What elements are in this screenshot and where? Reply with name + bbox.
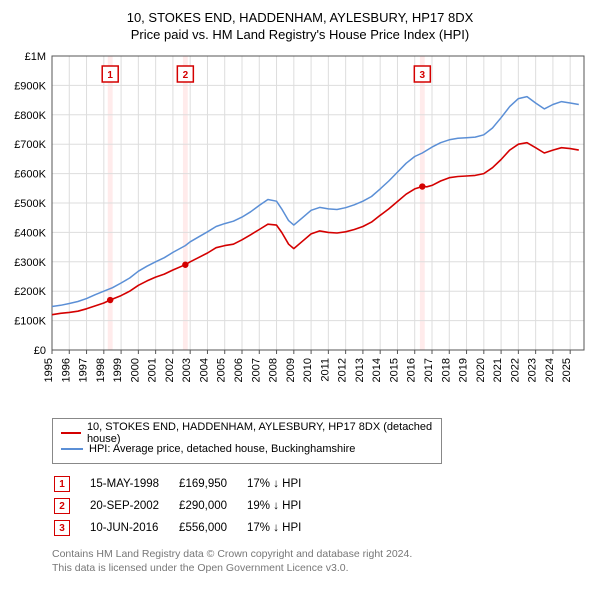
svg-text:2003: 2003 <box>181 358 193 382</box>
svg-text:2014: 2014 <box>371 358 383 382</box>
legend: 10, STOKES END, HADDENHAM, AYLESBURY, HP… <box>52 418 442 464</box>
svg-text:2016: 2016 <box>406 358 418 382</box>
svg-text:2004: 2004 <box>198 358 210 382</box>
svg-text:2: 2 <box>183 70 189 81</box>
svg-text:2024: 2024 <box>544 358 556 382</box>
sale-delta: 17% ↓ HPI <box>247 474 319 494</box>
svg-text:2011: 2011 <box>319 358 331 382</box>
svg-text:2012: 2012 <box>337 358 349 382</box>
sales-row: 1 15-MAY-1998£169,95017% ↓ HPI <box>54 474 319 494</box>
legend-swatch-hpi <box>61 448 83 450</box>
sale-badge: 3 <box>54 520 70 536</box>
svg-text:2020: 2020 <box>475 358 487 382</box>
svg-text:2018: 2018 <box>440 358 452 382</box>
svg-text:£600K: £600K <box>14 169 46 181</box>
svg-text:2006: 2006 <box>233 358 245 382</box>
footnote-line1: Contains HM Land Registry data © Crown c… <box>52 548 552 562</box>
svg-text:2015: 2015 <box>388 358 400 382</box>
svg-text:1999: 1999 <box>112 358 124 382</box>
svg-text:£200K: £200K <box>14 286 46 298</box>
sale-price: £290,000 <box>179 496 245 516</box>
svg-text:1995: 1995 <box>43 358 55 382</box>
legend-label-property: 10, STOKES END, HADDENHAM, AYLESBURY, HP… <box>87 421 433 445</box>
svg-text:£0: £0 <box>34 345 46 357</box>
sales-table: 115-MAY-1998£169,95017% ↓ HPI220-SEP-200… <box>52 472 321 540</box>
svg-text:£100K: £100K <box>14 316 46 328</box>
sale-date: 15-MAY-1998 <box>90 474 177 494</box>
svg-text:2002: 2002 <box>164 358 176 382</box>
sale-date: 20-SEP-2002 <box>90 496 177 516</box>
svg-text:2017: 2017 <box>423 358 435 382</box>
svg-text:£800K: £800K <box>14 110 46 122</box>
svg-text:2025: 2025 <box>561 358 573 382</box>
sales-row: 3 10-JUN-2016£556,00017% ↓ HPI <box>54 518 319 538</box>
svg-text:1996: 1996 <box>60 358 72 382</box>
svg-text:£900K: £900K <box>14 80 46 92</box>
footnote-line2: This data is licensed under the Open Gov… <box>52 562 552 576</box>
svg-text:2000: 2000 <box>129 358 141 382</box>
svg-text:2005: 2005 <box>216 358 228 382</box>
sale-price: £556,000 <box>179 518 245 538</box>
svg-text:2007: 2007 <box>250 358 262 382</box>
sale-price: £169,950 <box>179 474 245 494</box>
svg-text:2008: 2008 <box>268 358 280 382</box>
svg-text:2001: 2001 <box>147 358 159 382</box>
svg-text:1998: 1998 <box>95 358 107 382</box>
sale-date: 10-JUN-2016 <box>90 518 177 538</box>
svg-text:£300K: £300K <box>14 257 46 269</box>
price-chart: £0 £100K £200K £300K £400K £500K £600K £700K £80… <box>8 50 592 410</box>
svg-text:£700K: £700K <box>14 139 46 151</box>
svg-text:3: 3 <box>420 70 426 81</box>
svg-text:2021: 2021 <box>492 358 504 382</box>
sale-badge: 2 <box>54 498 70 514</box>
svg-text:2023: 2023 <box>527 358 539 382</box>
svg-text:2022: 2022 <box>509 358 521 382</box>
svg-text:1: 1 <box>107 70 113 81</box>
svg-text:2013: 2013 <box>354 358 366 382</box>
chart-title-line2: Price paid vs. HM Land Registry's House … <box>8 27 592 42</box>
svg-text:£500K: £500K <box>14 198 46 210</box>
chart-title-line1: 10, STOKES END, HADDENHAM, AYLESBURY, HP… <box>8 10 592 25</box>
sales-row: 2 20-SEP-2002£290,00019% ↓ HPI <box>54 496 319 516</box>
svg-text:1997: 1997 <box>78 358 90 382</box>
legend-swatch-property <box>61 432 81 434</box>
legend-label-hpi: HPI: Average price, detached house, Buck… <box>89 443 355 455</box>
sale-delta: 19% ↓ HPI <box>247 496 319 516</box>
svg-text:2009: 2009 <box>285 358 297 382</box>
svg-text:2010: 2010 <box>302 358 314 382</box>
svg-text:£1M: £1M <box>25 51 46 63</box>
svg-text:£400K: £400K <box>14 227 46 239</box>
sale-badge: 1 <box>54 476 70 492</box>
sale-delta: 17% ↓ HPI <box>247 518 319 538</box>
legend-item-property: 10, STOKES END, HADDENHAM, AYLESBURY, HP… <box>61 425 433 441</box>
footnote: Contains HM Land Registry data © Crown c… <box>52 548 552 575</box>
svg-text:2019: 2019 <box>458 358 470 382</box>
